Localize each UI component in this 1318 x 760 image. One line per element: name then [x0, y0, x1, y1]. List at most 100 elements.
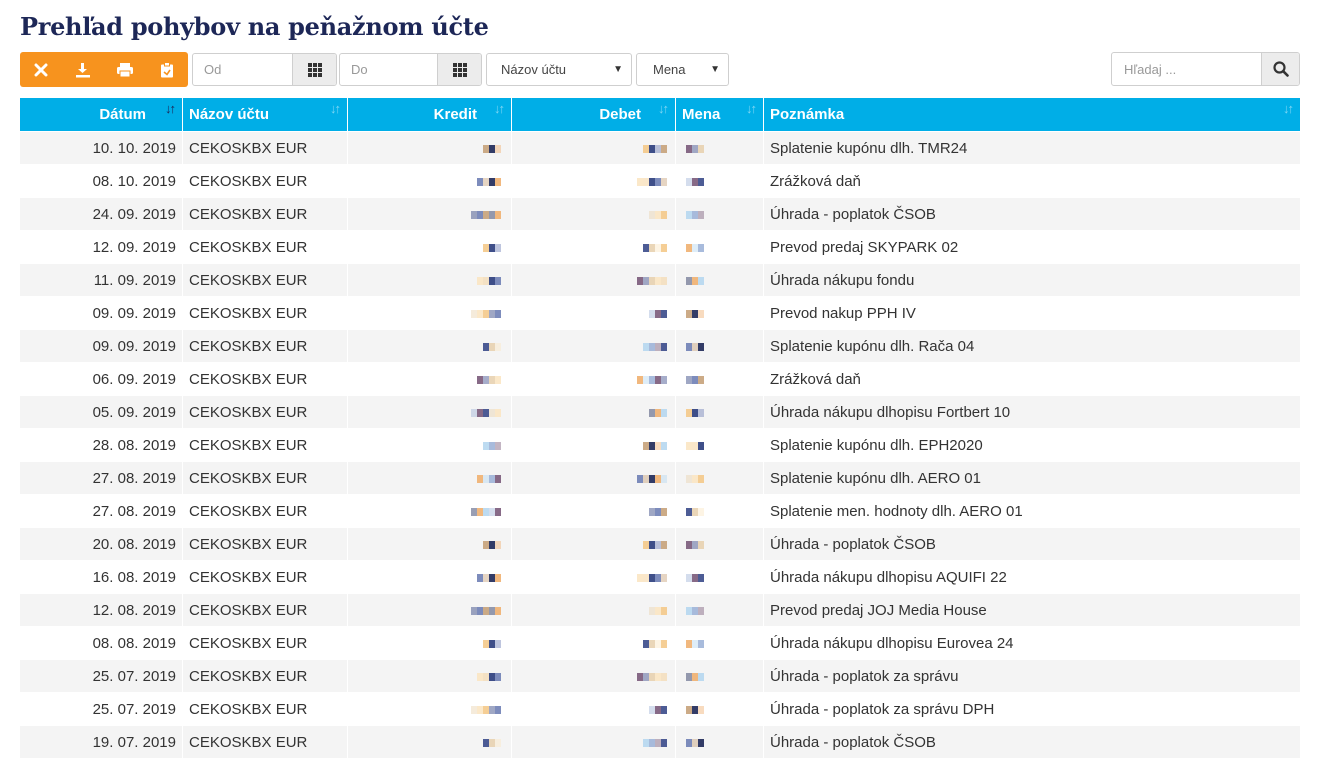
redacted-amount	[686, 210, 704, 219]
redacted-amount	[477, 672, 501, 681]
table-body: 10. 10. 2019 CEKOSKBX EUR Splatenie kupónu…	[20, 131, 1300, 758]
clear-filter-button[interactable]	[20, 52, 62, 87]
redacted-amount	[637, 276, 667, 285]
cell-credit	[348, 494, 512, 527]
table-row[interactable]: 12. 09. 2019 CEKOSKBX EUR Prevod predaj SK…	[20, 230, 1300, 263]
table-row[interactable]: 12. 08. 2019 CEKOSKBX EUR Prevod predaj JO…	[20, 593, 1300, 626]
cell-date: 27. 08. 2019	[20, 494, 183, 527]
table-row[interactable]: 08. 10. 2019 CEKOSKBX EUR Zrážková daň	[20, 164, 1300, 197]
redacted-amount	[686, 474, 704, 483]
cell-account: CEKOSKBX EUR	[183, 395, 348, 428]
cell-debit	[512, 527, 676, 560]
column-header-credit[interactable]: Kredit ↓↑	[348, 98, 512, 131]
column-header-account[interactable]: Názov účtu ↓↑	[183, 98, 348, 131]
search-input[interactable]	[1112, 53, 1261, 85]
table-row[interactable]: 24. 09. 2019 CEKOSKBX EUR Úhrada - poplato…	[20, 197, 1300, 230]
cell-date: 10. 10. 2019	[20, 131, 183, 164]
cell-date: 20. 08. 2019	[20, 527, 183, 560]
cell-note: Prevod predaj JOJ Media House	[764, 593, 1300, 626]
cell-note: Úhrada nákupu dlhopisu Fortbert 10	[764, 395, 1300, 428]
cell-date: 25. 07. 2019	[20, 659, 183, 692]
table-row[interactable]: 10. 10. 2019 CEKOSKBX EUR Splatenie kupónu…	[20, 131, 1300, 164]
redacted-amount	[686, 606, 704, 615]
table-row[interactable]: 19. 07. 2019 CEKOSKBX EUR Úhrada - poplato…	[20, 725, 1300, 758]
redacted-amount	[643, 243, 667, 252]
redacted-amount	[686, 540, 704, 549]
table-row[interactable]: 05. 09. 2019 CEKOSKBX EUR Úhrada nákupu dl…	[20, 395, 1300, 428]
redacted-amount	[477, 276, 501, 285]
table-row[interactable]: 27. 08. 2019 CEKOSKBX EUR Splatenie men. h…	[20, 494, 1300, 527]
table-row[interactable]: 06. 09. 2019 CEKOSKBX EUR Zrážková daň	[20, 362, 1300, 395]
redacted-amount	[643, 738, 667, 747]
table-row[interactable]: 20. 08. 2019 CEKOSKBX EUR Úhrada - poplato…	[20, 527, 1300, 560]
currency-select[interactable]: Mena ▼	[636, 53, 729, 86]
redacted-amount	[471, 210, 501, 219]
sort-icon: ↓↑	[746, 101, 757, 116]
cell-note: Úhrada nákupu dlhopisu AQUIFI 22	[764, 560, 1300, 593]
search-box	[1111, 52, 1300, 86]
redacted-amount	[686, 573, 704, 582]
cell-currency	[676, 230, 764, 263]
table-row[interactable]: 25. 07. 2019 CEKOSKBX EUR Úhrada - poplato…	[20, 692, 1300, 725]
redacted-amount	[686, 309, 704, 318]
cell-date: 24. 09. 2019	[20, 197, 183, 230]
column-header-currency[interactable]: Mena ↓↑	[676, 98, 764, 131]
cell-credit	[348, 230, 512, 263]
cell-currency	[676, 725, 764, 758]
table-row[interactable]: 28. 08. 2019 CEKOSKBX EUR Splatenie kupónu…	[20, 428, 1300, 461]
export-button[interactable]	[146, 52, 188, 87]
redacted-amount	[483, 639, 501, 648]
date-to-calendar-button[interactable]	[437, 54, 481, 85]
cell-debit	[512, 560, 676, 593]
table-row[interactable]: 27. 08. 2019 CEKOSKBX EUR Splatenie kupónu…	[20, 461, 1300, 494]
date-from-input[interactable]	[193, 54, 292, 85]
cell-note: Splatenie kupónu dlh. AERO 01	[764, 461, 1300, 494]
grid-calendar-icon	[452, 62, 467, 77]
redacted-amount	[649, 408, 667, 417]
table-row[interactable]: 11. 09. 2019 CEKOSKBX EUR Úhrada nákupu fo…	[20, 263, 1300, 296]
cell-account: CEKOSKBX EUR	[183, 131, 348, 164]
redacted-amount	[471, 705, 501, 714]
cell-account: CEKOSKBX EUR	[183, 461, 348, 494]
table-row[interactable]: 08. 08. 2019 CEKOSKBX EUR Úhrada nákupu dl…	[20, 626, 1300, 659]
table-row[interactable]: 16. 08. 2019 CEKOSKBX EUR Úhrada nákupu dl…	[20, 560, 1300, 593]
cell-currency	[676, 131, 764, 164]
redacted-amount	[477, 573, 501, 582]
search-button[interactable]	[1261, 53, 1299, 85]
account-select-value: Názov účtu	[501, 62, 567, 77]
account-select[interactable]: Názov účtu ▼	[486, 53, 632, 86]
column-header-debit[interactable]: Debet ↓↑	[512, 98, 676, 131]
cell-note: Úhrada - poplatok ČSOB	[764, 197, 1300, 230]
cell-debit	[512, 131, 676, 164]
cell-debit	[512, 626, 676, 659]
date-from-calendar-button[interactable]	[292, 54, 336, 85]
column-header-note[interactable]: Poznámka ↓↑	[764, 98, 1300, 131]
table-row[interactable]: 09. 09. 2019 CEKOSKBX EUR Prevod nakup PPH…	[20, 296, 1300, 329]
date-to-input[interactable]	[340, 54, 437, 85]
cell-credit	[348, 461, 512, 494]
redacted-amount	[637, 375, 667, 384]
print-icon	[117, 62, 133, 77]
table-row[interactable]: 09. 09. 2019 CEKOSKBX EUR Splatenie kupónu…	[20, 329, 1300, 362]
close-icon	[34, 63, 48, 76]
cell-currency	[676, 428, 764, 461]
download-button[interactable]	[62, 52, 104, 87]
transactions-table: Dátum ↓↑ Názov účtu ↓↑ Kredit ↓↑ Debet ↓↑ Me…	[20, 98, 1300, 758]
redacted-amount	[643, 441, 667, 450]
redacted-amount	[643, 540, 667, 549]
column-header-date[interactable]: Dátum ↓↑	[20, 98, 183, 131]
cell-account: CEKOSKBX EUR	[183, 329, 348, 362]
cell-debit	[512, 230, 676, 263]
date-to-field	[339, 53, 482, 86]
print-button[interactable]	[104, 52, 146, 87]
cell-currency	[676, 527, 764, 560]
cell-date: 16. 08. 2019	[20, 560, 183, 593]
cell-debit	[512, 362, 676, 395]
redacted-amount	[471, 309, 501, 318]
cell-account: CEKOSKBX EUR	[183, 164, 348, 197]
cell-currency	[676, 263, 764, 296]
cell-date: 11. 09. 2019	[20, 263, 183, 296]
redacted-amount	[477, 375, 501, 384]
table-row[interactable]: 25. 07. 2019 CEKOSKBX EUR Úhrada - poplato…	[20, 659, 1300, 692]
cell-credit	[348, 197, 512, 230]
